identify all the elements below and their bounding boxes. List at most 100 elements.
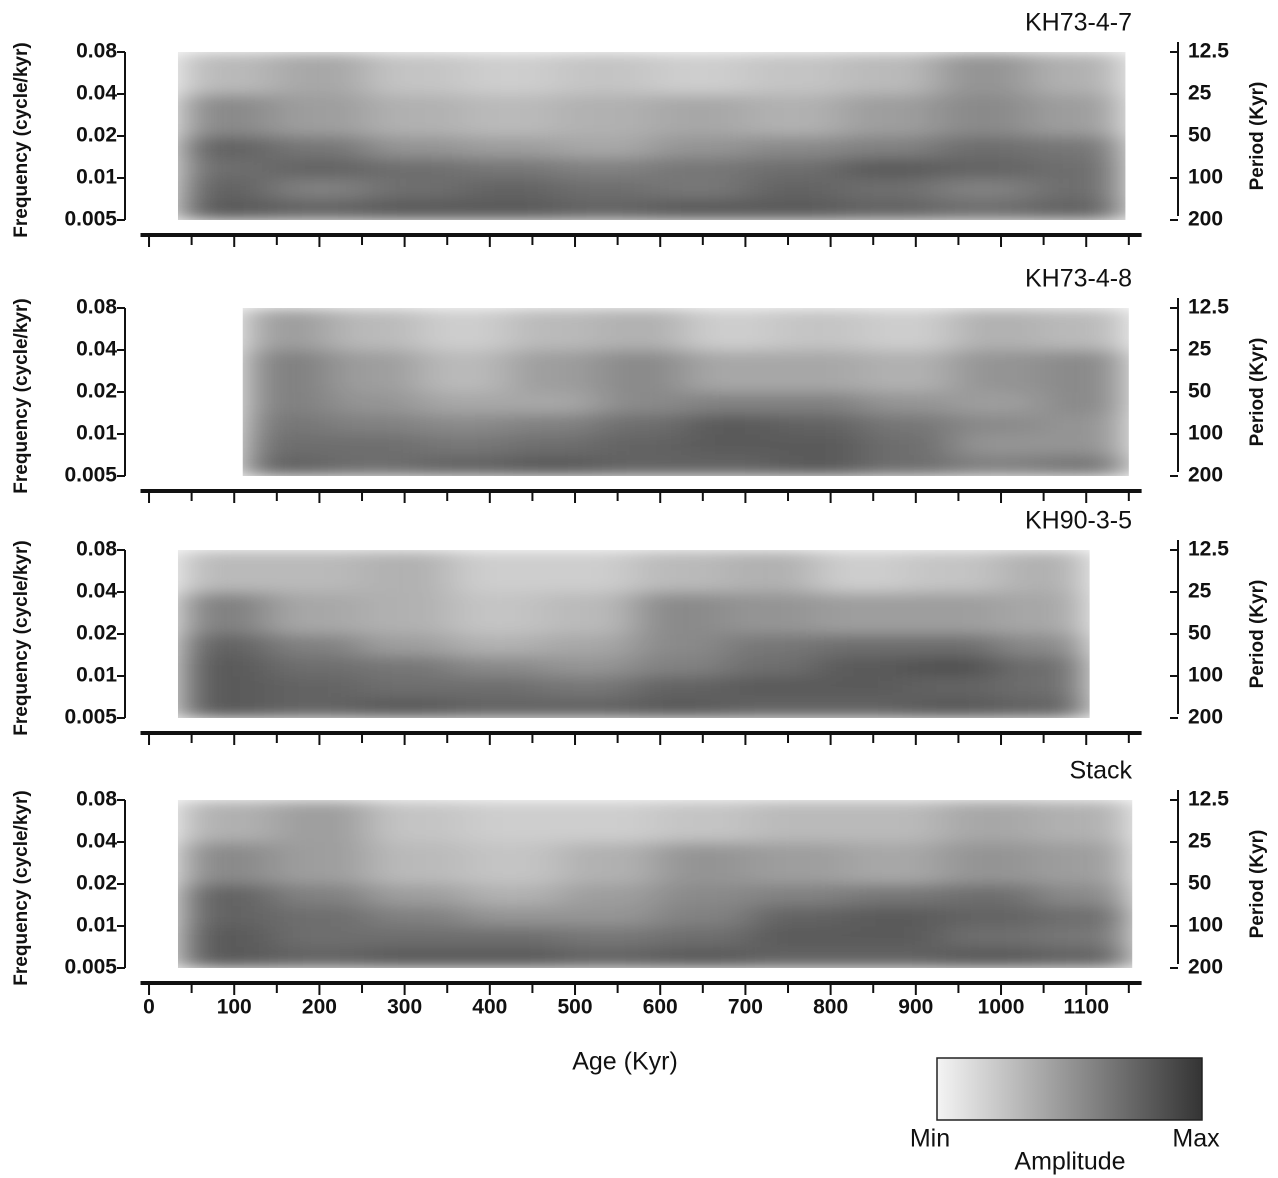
heatmap-cells xyxy=(177,550,1090,718)
heat-cell xyxy=(1030,52,1126,95)
heat-cell xyxy=(559,800,656,843)
heatmap xyxy=(177,550,1090,718)
heat-cell xyxy=(464,842,561,885)
heat-cell xyxy=(368,842,465,885)
x-tick-label: 1000 xyxy=(978,996,1025,1019)
heat-cell xyxy=(816,676,908,698)
heat-cell xyxy=(633,634,726,657)
heat-cell xyxy=(559,946,656,968)
heat-cell xyxy=(177,946,274,968)
heat-cell xyxy=(655,800,752,843)
y2-tick-label: 100 xyxy=(1188,166,1223,189)
heat-cell xyxy=(597,392,687,415)
heat-cell xyxy=(451,676,544,698)
heat-cell xyxy=(177,198,274,220)
y-axis-label: Frequency (cycle/kyr) xyxy=(11,298,32,493)
heat-cell xyxy=(367,178,463,200)
heat-cell xyxy=(816,655,908,677)
heat-cell xyxy=(177,592,270,635)
y2-tick-label: 12.5 xyxy=(1188,788,1229,811)
heat-cell xyxy=(845,905,942,927)
heat-cell xyxy=(651,136,747,159)
y2-tick-label: 50 xyxy=(1188,872,1211,895)
x-tick-label: 400 xyxy=(472,996,507,1019)
y2-tick-label: 200 xyxy=(1188,464,1223,487)
heat-cell xyxy=(272,198,368,220)
heat-cell xyxy=(597,434,687,456)
heat-cell xyxy=(1030,94,1126,137)
heat-cell xyxy=(633,592,726,635)
x-tick-label: 900 xyxy=(898,996,933,1019)
heat-cell xyxy=(508,413,598,435)
heat-cell xyxy=(508,392,598,415)
heat-cell xyxy=(368,884,465,907)
heat-cell xyxy=(941,884,1038,907)
heat-cell xyxy=(724,550,817,593)
heat-cell xyxy=(935,178,1032,200)
y-tick-label: 0.005 xyxy=(64,464,117,487)
heat-cell xyxy=(331,350,421,393)
y-tick-label: 0.08 xyxy=(76,788,117,811)
heat-cell xyxy=(367,136,463,159)
heatmap-cells xyxy=(177,800,1133,968)
heat-cell xyxy=(774,308,864,351)
x-tick-label: 600 xyxy=(643,996,678,1019)
heat-cell xyxy=(774,454,864,476)
heat-cell xyxy=(750,946,847,968)
heat-cell xyxy=(556,52,653,95)
heat-cell xyxy=(367,52,463,95)
heatmap xyxy=(177,52,1126,220)
heat-cell xyxy=(556,178,653,200)
heat-cell xyxy=(272,157,368,179)
panel-title: KH73-4-8 xyxy=(1025,265,1132,293)
heat-cell xyxy=(951,434,1041,456)
heat-cell xyxy=(177,157,274,179)
heat-cell xyxy=(724,634,817,657)
x-axis-label: Age (Kyr) xyxy=(572,1048,678,1076)
heat-cell xyxy=(368,926,465,948)
heat-cell xyxy=(1030,178,1126,200)
y2-tick-label: 100 xyxy=(1188,664,1223,687)
heat-cell xyxy=(951,308,1041,351)
heat-cell xyxy=(331,454,421,476)
x-tick-label: 0 xyxy=(143,996,155,1019)
y-tick-label: 0.01 xyxy=(76,166,117,189)
heat-cell xyxy=(655,946,752,968)
heat-cell xyxy=(841,94,937,137)
heat-cell xyxy=(941,946,1038,968)
heat-cell xyxy=(331,392,421,415)
heat-cell xyxy=(542,696,635,718)
y-tick-label: 0.01 xyxy=(76,422,117,445)
heat-cell xyxy=(451,592,544,635)
heat-cell xyxy=(419,392,510,415)
heat-cell xyxy=(651,52,747,95)
y2-tick-label: 25 xyxy=(1188,338,1212,361)
heat-cell xyxy=(559,842,656,885)
heat-cell xyxy=(242,454,332,476)
heat-cell xyxy=(464,800,561,843)
heat-cell xyxy=(367,94,463,137)
heat-cell xyxy=(998,634,1090,657)
heat-cell xyxy=(597,350,687,393)
heatmap xyxy=(242,308,1129,476)
heat-cell xyxy=(724,592,817,635)
heat-cell xyxy=(597,454,687,476)
heat-cell xyxy=(419,350,510,393)
heat-cell xyxy=(451,696,544,718)
heat-cell xyxy=(685,454,775,476)
heat-cell xyxy=(907,655,999,677)
heat-cell xyxy=(816,592,908,635)
heat-cell xyxy=(845,884,942,907)
heat-cell xyxy=(633,676,726,698)
heat-cell xyxy=(273,946,370,968)
heat-cell xyxy=(556,157,653,179)
heatmap xyxy=(177,800,1133,968)
heat-cell xyxy=(331,413,421,435)
heat-cell xyxy=(1036,926,1133,948)
colorbar xyxy=(936,1057,1203,1121)
colorbar-max: Max xyxy=(1172,1125,1220,1153)
heat-cell xyxy=(273,926,370,948)
heat-cell xyxy=(269,550,361,593)
y-tick-label: 0.02 xyxy=(76,872,117,895)
heat-cell xyxy=(633,696,726,718)
